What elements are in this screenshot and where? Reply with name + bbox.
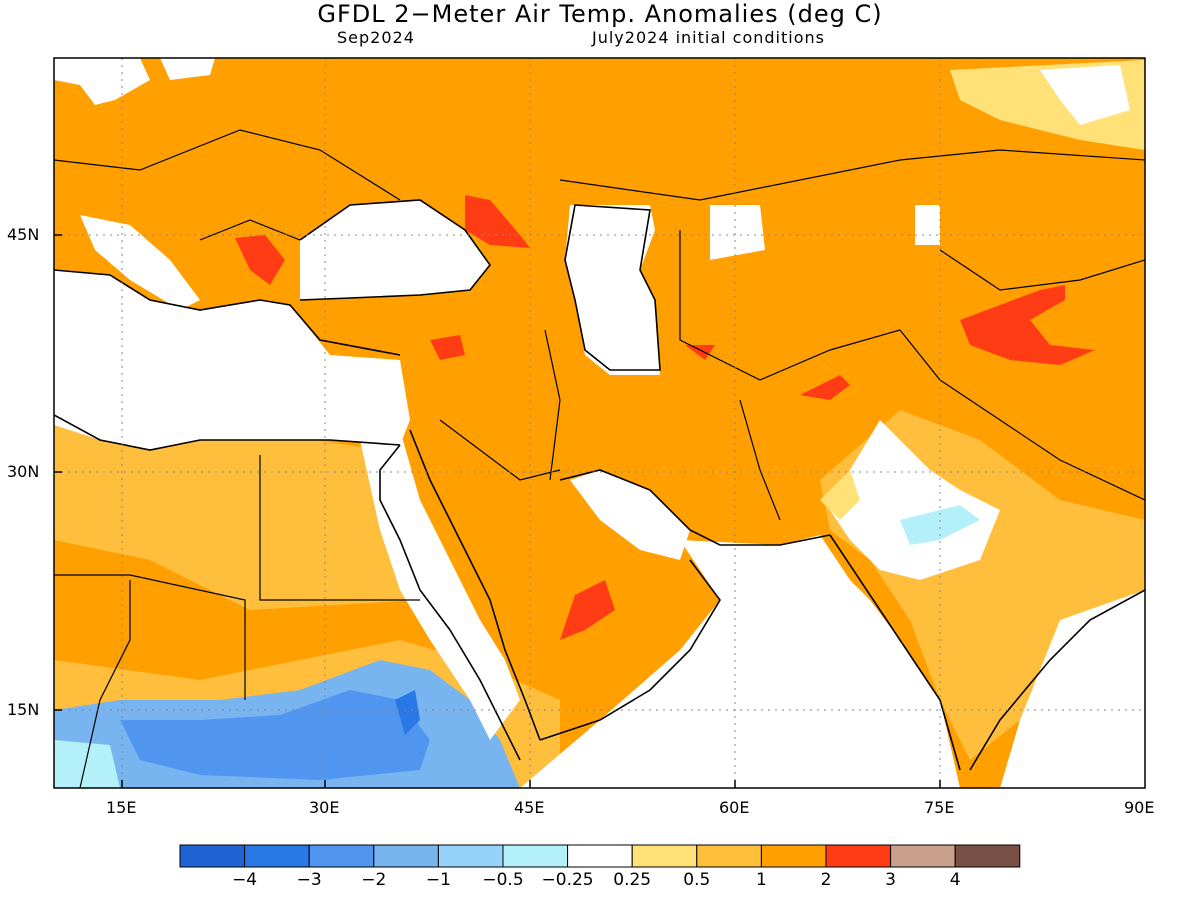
- hotspot-turkmenistan: [685, 345, 715, 360]
- lat-label-30n: 30N: [7, 462, 40, 481]
- coast-persian-gulf: [559, 469, 831, 546]
- forecast-month: Sep2024: [337, 28, 415, 47]
- anomaly-zone-cool-peak: [395, 690, 420, 735]
- borders: [54, 129, 1145, 788]
- border-libya-chad: [54, 574, 246, 700]
- hotspot-tibet: [960, 285, 1095, 365]
- anomaly-zone-cool-indus: [900, 505, 980, 545]
- colorbar-label: 0.5: [683, 870, 711, 890]
- coast-caspian: [564, 204, 661, 371]
- map-title: GFDL 2−Meter Air Temp. Anomalies (deg C): [317, 0, 883, 28]
- border-russia-kazakhstan: [559, 149, 1145, 201]
- coast-red-sea-west: [379, 444, 521, 761]
- lake-balkhash: [915, 205, 940, 245]
- anomaly-zone-neutral-indus: [830, 420, 1000, 580]
- hotspot-afghanistan: [800, 375, 850, 400]
- colorbar-label: 4: [949, 870, 961, 890]
- lon-label-90e: 90E: [1124, 798, 1155, 817]
- border-romania: [199, 219, 301, 241]
- aral-sea: [710, 205, 765, 260]
- hotspot-balkans: [235, 235, 285, 285]
- baltic-sea: [54, 58, 150, 105]
- coast-red-sea-east: [409, 429, 541, 741]
- border-niger-chad: [79, 580, 131, 788]
- axis-ticks: [54, 234, 941, 788]
- coast-north-africa: [54, 414, 401, 451]
- adriatic-sea: [80, 215, 200, 310]
- colorbar: [179, 844, 1021, 868]
- colorbar-label: −1: [425, 870, 451, 890]
- hotspot-turkey: [430, 335, 465, 360]
- coastlines: [54, 199, 1145, 771]
- colorbar-swatch: [567, 844, 633, 868]
- colorbar-swatch: [244, 844, 310, 868]
- colorbar-label: −3: [296, 870, 322, 890]
- colorbar-swatch: [825, 844, 892, 868]
- coast-india-west: [829, 534, 961, 771]
- coast-arabia-south: [539, 559, 721, 741]
- colorbar-label: 3: [885, 870, 896, 890]
- colorbar-label: 0.25: [613, 870, 652, 890]
- border-iraq-iran: [544, 329, 561, 481]
- bay-of-bengal: [1000, 590, 1145, 788]
- anomaly-zone-cool-edge: [54, 740, 120, 788]
- colorbar-swatch: [954, 844, 1021, 868]
- lon-label-60e: 60E: [719, 798, 750, 817]
- lat-label-15n: 15N: [7, 700, 40, 719]
- red-sea: [360, 430, 520, 740]
- colorbar-swatch: [373, 844, 439, 868]
- anomaly-zone-neutral-ne: [1040, 65, 1130, 125]
- map-field: [54, 58, 1145, 788]
- initial-conditions: July2024 initial conditions: [592, 28, 825, 47]
- persian-gulf: [570, 470, 690, 560]
- colorbar-swatch: [631, 844, 698, 868]
- mediterranean-sea: [54, 270, 410, 450]
- border-china-kazakhstan: [939, 249, 1145, 291]
- lat-label-45n: 45N: [7, 225, 40, 244]
- coast-india-east: [969, 589, 1145, 771]
- arabian-sea: [520, 535, 960, 788]
- colorbar-label: −0.5: [482, 870, 524, 890]
- lon-label-45e: 45E: [514, 798, 545, 817]
- anomaly-zone-sahara: [54, 420, 420, 610]
- lon-label-15e: 15E: [106, 798, 137, 817]
- lon-label-75e: 75E: [924, 798, 955, 817]
- colorbar-swatch: [437, 844, 504, 868]
- map-frame: [53, 57, 1146, 789]
- gulf-of-finland: [160, 58, 215, 80]
- lon-label-30e: 30E: [309, 798, 340, 817]
- colorbar-swatch: [760, 844, 827, 868]
- hotspot-arabia: [560, 580, 615, 640]
- colorbar-label: −4: [232, 870, 258, 890]
- caspian-sea: [565, 205, 660, 375]
- gridlines: [54, 58, 1145, 788]
- colorbar-label: 2: [820, 870, 832, 890]
- colorbar-swatch: [890, 844, 956, 868]
- coast-med-north: [54, 269, 401, 356]
- border-europe: [54, 129, 401, 201]
- anomaly-zone-cool-core: [120, 690, 430, 780]
- border-central-asia: [679, 230, 901, 381]
- border-himalaya: [899, 329, 1145, 501]
- colorbar-swatch: [308, 844, 375, 868]
- coast-black-sea: [299, 199, 492, 301]
- border-saudi-north: [439, 419, 561, 481]
- anomaly-zone-warm-edge: [820, 470, 860, 520]
- colorbar-label: −0.25: [541, 870, 594, 890]
- colorbar-swatch: [696, 844, 762, 868]
- colorbar-swatch: [179, 844, 246, 868]
- border-egypt-sudan: [259, 455, 420, 601]
- border-iran-pakistan: [739, 399, 781, 521]
- black-sea: [300, 200, 490, 300]
- colorbar-label: −2: [361, 870, 387, 890]
- colorbar-label: 1: [755, 870, 767, 890]
- colorbar-swatch: [502, 844, 569, 868]
